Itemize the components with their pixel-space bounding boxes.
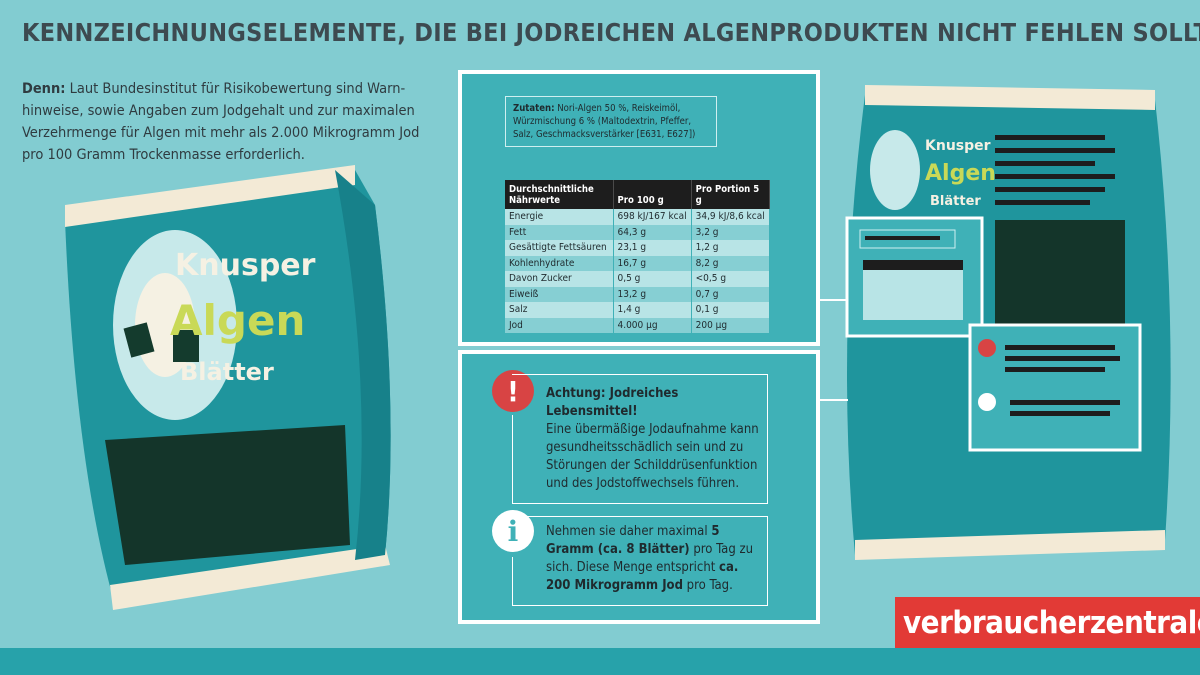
info-bold: 5 Gramm (ca. 8 Blätter) (546, 524, 720, 557)
table-row: Energie 698 kJ/167 kcal 34,9 kJ/8,6 kcal (505, 209, 770, 225)
header-cell: Pro 100 g (613, 180, 692, 209)
table-cell: 1,4 g (613, 302, 692, 318)
table-cell: 0,7 g (691, 286, 770, 302)
exclamation-icon: ! (492, 370, 534, 412)
table-cell: 3,2 g (691, 224, 770, 240)
verbraucherzentrale-logo: verbraucherzentrale (895, 597, 1200, 649)
table-cell: Kohlenhydrate (505, 255, 614, 271)
table-cell: Davon Zucker (505, 271, 614, 287)
table-cell: Gesättigte Fettsäuren (505, 240, 614, 256)
table-row: Eiweiß 13,2 g 0,7 g (505, 286, 770, 302)
algae-package-illustration: Knusper Algen Blätter (65, 165, 391, 610)
intro-text: Denn: Laut Bundesinstitut für Risikobewe… (22, 78, 432, 166)
table-cell: 698 kJ/167 kcal (613, 209, 692, 225)
info-text: Nehmen sie daher maximal (546, 524, 712, 539)
info-box: Nehmen sie daher maximal 5 Gramm (ca. 8 … (512, 516, 768, 606)
footer-band (0, 648, 1200, 675)
connector-lines (818, 299, 848, 401)
table-row: Jod 4.000 µg 200 µg (505, 317, 770, 333)
nutrition-panel: Zutaten: Nori-Algen 50 %, Reiskeimöl, Wü… (458, 70, 820, 346)
table-cell: 23,1 g (613, 240, 692, 256)
back-package-line3: Blätter (930, 194, 981, 209)
ingredients-box: Zutaten: Nori-Algen 50 %, Reiskeimöl, Wü… (505, 96, 717, 147)
warning-panel: ! Achtung: Jodreiches Lebensmittel! Eine … (458, 350, 820, 624)
table-cell: 200 µg (691, 317, 770, 333)
table-cell: Fett (505, 224, 614, 240)
ingredients-label: Zutaten: (513, 103, 555, 114)
table-cell: 0,1 g (691, 302, 770, 318)
package-line3: Blätter (180, 358, 274, 386)
warning-text: Eine übermäßige Jodaufnahme kann gesundh… (546, 422, 759, 491)
package-line2: Algen (170, 296, 305, 345)
intro-bold: Denn: (22, 81, 66, 97)
info-text: pro Tag. (682, 578, 733, 593)
table-cell: 34,9 kJ/8,6 kcal (691, 209, 770, 225)
table-cell: <0,5 g (691, 271, 770, 287)
table-cell: 4.000 µg (613, 317, 692, 333)
intro-body: Laut Bundesinstitut für Risikobewertung … (22, 81, 420, 163)
table-cell: 16,7 g (613, 255, 692, 271)
back-package-line2: Algen (925, 161, 996, 186)
table-cell: 64,3 g (613, 224, 692, 240)
header-cell: Pro Portion 5 g (691, 180, 770, 209)
ingredients-text: Nori-Algen 50 %, Reiskeimöl, Würzmischun… (513, 103, 696, 140)
table-cell: Eiweiß (505, 286, 614, 302)
page-title: KENNZEICHNUNGSELEMENTE, DIE BEI JODREICH… (22, 18, 1200, 47)
info-bold: ca. 200 Mikrogramm Jod (546, 560, 739, 593)
package-line1: Knusper (175, 248, 316, 283)
header-cell: Durchschnittliche Nährwerte (505, 180, 614, 209)
table-cell: Salz (505, 302, 614, 318)
algae-package-back-illustration: Knusper Algen Blätter (845, 85, 1171, 560)
warning-title: Achtung: Jodreiches Lebensmittel! (546, 386, 679, 419)
table-cell: 13,2 g (613, 286, 692, 302)
table-row: Fett 64,3 g 3,2 g (505, 224, 770, 240)
back-package-line1: Knusper (925, 138, 991, 154)
nutrition-table: Durchschnittliche Nährwerte Pro 100 g Pro … (505, 180, 770, 333)
table-cell: 8,2 g (691, 255, 770, 271)
warning-box: Achtung: Jodreiches Lebensmittel! Eine üb… (512, 374, 768, 504)
table-row: Gesättigte Fettsäuren 23,1 g 1,2 g (505, 240, 770, 256)
table-cell: Energie (505, 209, 614, 225)
table-row: Davon Zucker 0,5 g <0,5 g (505, 271, 770, 287)
table-cell: Jod (505, 317, 614, 333)
info-icon: i (492, 510, 534, 552)
table-row: Kohlenhydrate 16,7 g 8,2 g (505, 255, 770, 271)
table-cell: 1,2 g (691, 240, 770, 256)
table-cell: 0,5 g (613, 271, 692, 287)
table-row: Salz 1,4 g 0,1 g (505, 302, 770, 318)
info-text: pro Tag zu sich. Diese Menge entspricht (546, 542, 754, 575)
